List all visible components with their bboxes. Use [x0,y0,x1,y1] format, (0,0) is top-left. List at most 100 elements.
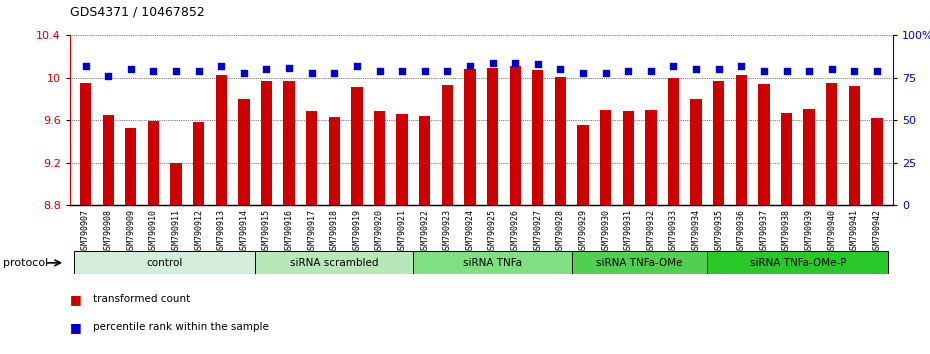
Point [824,67,839,72]
Text: GSM790942: GSM790942 [872,209,882,254]
Point [304,70,319,76]
Point [236,70,251,76]
Bar [396,114,407,205]
Point [124,67,139,72]
Text: GSM790920: GSM790920 [375,209,384,254]
Bar [713,81,724,205]
Bar [645,110,657,205]
Text: GSM790914: GSM790914 [239,209,248,254]
Bar [826,83,837,205]
Bar [306,111,317,205]
Text: siRNA TNFa-OMe: siRNA TNFa-OMe [596,258,683,268]
Point [462,63,477,69]
Point [394,68,409,74]
Bar [572,251,708,274]
Text: percentile rank within the sample: percentile rank within the sample [93,322,269,332]
Bar [170,163,181,205]
Text: GSM790913: GSM790913 [217,209,226,254]
Bar [487,68,498,205]
Bar [442,85,453,205]
Text: GSM790907: GSM790907 [81,209,90,254]
Text: GSM790939: GSM790939 [804,209,814,254]
Bar [510,66,521,205]
Text: siRNA TNFa: siRNA TNFa [463,258,522,268]
Text: GSM790929: GSM790929 [578,209,588,254]
Text: GSM790917: GSM790917 [307,209,316,254]
Text: GSM790937: GSM790937 [760,209,768,254]
Text: GSM790919: GSM790919 [352,209,362,254]
Bar [126,128,137,205]
Text: GSM790941: GSM790941 [850,209,859,254]
Point [530,62,545,67]
Point [485,60,500,65]
Text: GSM790932: GSM790932 [646,209,656,254]
Text: GSM790916: GSM790916 [285,209,294,254]
Bar [708,251,888,274]
Point [553,67,568,72]
Bar [414,251,572,274]
Text: GSM790912: GSM790912 [194,209,203,254]
Point [326,70,341,76]
Point [192,68,206,74]
Bar [804,109,815,205]
Text: GSM790927: GSM790927 [533,209,542,254]
Text: GSM790909: GSM790909 [126,209,135,254]
Bar [260,81,272,205]
Text: GSM790934: GSM790934 [692,209,700,254]
Text: GSM790938: GSM790938 [782,209,791,254]
Bar [255,251,414,274]
Point [756,68,771,74]
Text: GSM790931: GSM790931 [624,209,632,254]
Text: GSM790940: GSM790940 [828,209,836,254]
Text: GSM790930: GSM790930 [601,209,610,254]
Text: control: control [147,258,183,268]
Point [372,68,387,74]
Text: siRNA TNFa-OMe-P: siRNA TNFa-OMe-P [750,258,846,268]
Text: GSM790921: GSM790921 [398,209,406,254]
Text: GSM790918: GSM790918 [330,209,339,254]
Bar [555,77,566,205]
Point [282,65,297,70]
Point [711,67,726,72]
Point [214,63,229,69]
Bar [871,118,883,205]
Point [779,68,794,74]
Point [100,73,115,79]
Text: GSM790908: GSM790908 [103,209,113,254]
Point [259,67,274,72]
Bar [352,87,363,205]
Bar [668,78,679,205]
Text: GDS4371 / 10467852: GDS4371 / 10467852 [70,5,205,18]
Text: GSM790915: GSM790915 [262,209,271,254]
Text: GSM790933: GSM790933 [669,209,678,254]
Bar [419,116,431,205]
Bar [102,115,113,205]
Point [418,68,432,74]
Text: GSM790925: GSM790925 [488,209,497,254]
Bar [600,110,611,205]
Text: GSM790924: GSM790924 [466,209,474,254]
Bar [216,75,227,205]
Bar [328,117,340,205]
Bar [284,81,295,205]
Bar [690,99,702,205]
Point [78,63,93,69]
Point [576,70,591,76]
Point [146,68,161,74]
Bar [758,84,769,205]
Bar [849,86,860,205]
Point [847,68,862,74]
Text: GSM790928: GSM790928 [556,209,565,254]
Point [870,68,884,74]
Point [598,70,613,76]
Text: GSM790926: GSM790926 [511,209,520,254]
Text: GSM790910: GSM790910 [149,209,158,254]
Point [688,67,703,72]
Bar [736,75,747,205]
Text: GSM790923: GSM790923 [443,209,452,254]
Point [621,68,636,74]
Point [440,68,455,74]
Bar [578,125,589,205]
Point [350,63,365,69]
Text: ■: ■ [70,321,82,334]
